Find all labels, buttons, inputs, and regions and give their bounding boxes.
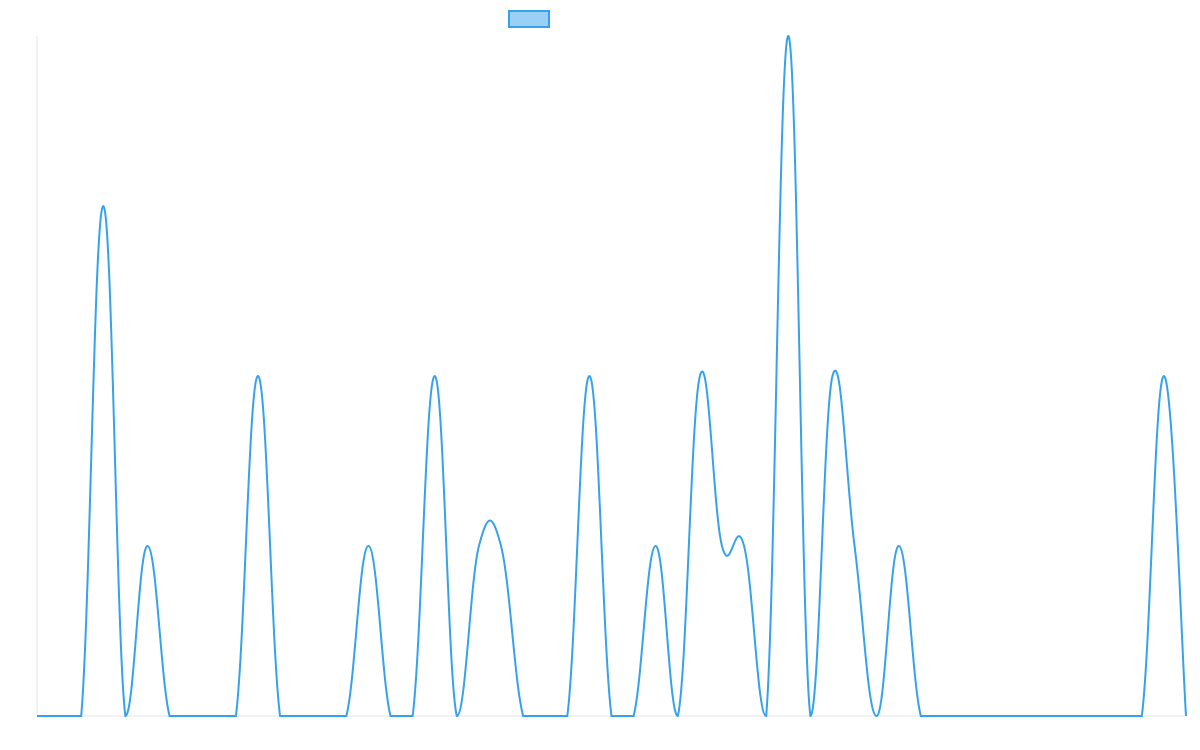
data-point[interactable] — [1139, 713, 1145, 719]
data-point[interactable] — [586, 373, 592, 379]
data-point[interactable] — [1117, 713, 1123, 719]
data-point[interactable] — [498, 543, 504, 549]
data-point[interactable] — [1095, 713, 1101, 719]
data-point[interactable] — [807, 713, 813, 719]
data-point[interactable] — [476, 543, 482, 549]
data-point[interactable] — [940, 713, 946, 719]
data-point[interactable] — [144, 543, 150, 549]
data-point[interactable] — [896, 543, 902, 549]
data-point[interactable] — [388, 713, 394, 719]
data-point[interactable] — [255, 373, 261, 379]
data-point[interactable] — [321, 713, 327, 719]
data-point[interactable] — [1161, 373, 1167, 379]
data-point[interactable] — [410, 713, 416, 719]
data-point[interactable] — [719, 543, 725, 549]
data-point[interactable] — [365, 543, 371, 549]
data-point[interactable] — [631, 713, 637, 719]
data-point[interactable] — [609, 713, 615, 719]
data-point[interactable] — [211, 713, 217, 719]
data-point[interactable] — [520, 713, 526, 719]
data-point[interactable] — [1183, 713, 1189, 719]
data-point[interactable] — [542, 713, 548, 719]
data-point[interactable] — [56, 713, 62, 719]
data-point[interactable] — [1028, 713, 1034, 719]
data-point[interactable] — [432, 373, 438, 379]
data-point[interactable] — [122, 713, 128, 719]
data-point[interactable] — [167, 713, 173, 719]
data-point[interactable] — [697, 373, 703, 379]
data-point[interactable] — [343, 713, 349, 719]
data-point[interactable] — [1050, 713, 1056, 719]
data-point[interactable] — [962, 713, 968, 719]
data-point[interactable] — [277, 713, 283, 719]
data-point[interactable] — [233, 713, 239, 719]
data-point[interactable] — [1073, 713, 1079, 719]
data-point[interactable] — [189, 713, 195, 719]
data-point[interactable] — [675, 713, 681, 719]
data-point[interactable] — [984, 713, 990, 719]
data-point[interactable] — [829, 373, 835, 379]
data-point[interactable] — [874, 713, 880, 719]
data-point[interactable] — [918, 713, 924, 719]
data-point[interactable] — [785, 33, 791, 39]
data-point[interactable] — [299, 713, 305, 719]
data-point[interactable] — [852, 543, 858, 549]
data-point[interactable] — [100, 203, 106, 209]
data-point[interactable] — [454, 713, 460, 719]
series-line — [37, 34, 1187, 718]
data-point[interactable] — [741, 543, 747, 549]
data-point[interactable] — [763, 713, 769, 719]
data-point[interactable] — [564, 713, 570, 719]
data-point[interactable] — [34, 713, 40, 719]
data-point[interactable] — [653, 543, 659, 549]
data-point[interactable] — [78, 713, 84, 719]
legend-swatch[interactable] — [508, 10, 550, 28]
data-point[interactable] — [1006, 713, 1012, 719]
